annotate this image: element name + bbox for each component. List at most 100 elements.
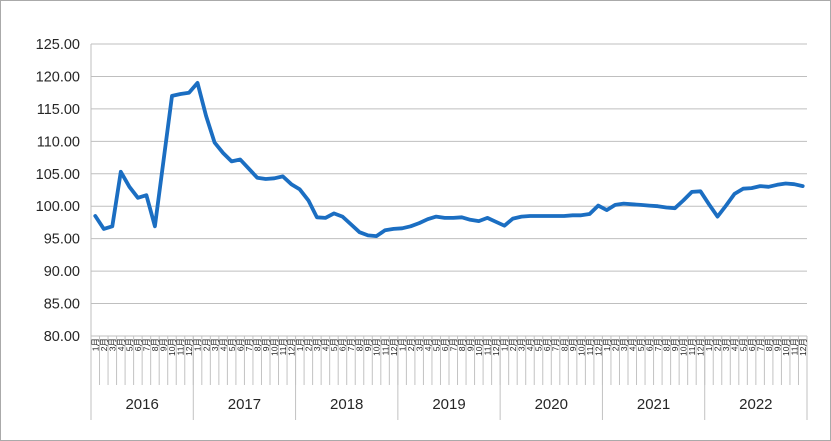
x-axis-year-label: 2021	[637, 396, 670, 413]
x-axis-year-label: 2017	[228, 396, 261, 413]
y-axis-tick-label: 120.00	[36, 69, 80, 85]
x-axis-month-label: 12月	[593, 338, 603, 356]
x-axis-month-label: 3月	[108, 338, 118, 351]
x-axis-month-label: 10月	[679, 338, 689, 356]
x-axis-month-label: 6月	[440, 338, 450, 351]
y-axis-tick-label: 95.00	[44, 232, 80, 248]
y-axis-tick-label: 90.00	[44, 264, 80, 280]
y-axis-tick-label: 85.00	[44, 297, 80, 313]
x-axis-month-label: 9月	[159, 338, 169, 351]
x-axis-month-label: 4月	[321, 338, 331, 351]
x-axis-month-label: 2月	[610, 338, 620, 351]
x-axis-month-label: 4月	[423, 338, 433, 351]
x-axis-month-label: 6月	[747, 338, 757, 351]
x-axis-month-label: 5月	[738, 338, 748, 351]
x-axis-month-label: 7月	[653, 338, 663, 351]
x-axis-month-label: 7月	[551, 338, 561, 351]
x-axis-month-label: 9月	[363, 338, 373, 351]
x-axis-month-label: 11月	[380, 338, 390, 355]
x-axis-month-label: 3月	[619, 338, 629, 351]
x-axis-month-label: 1月	[704, 338, 714, 351]
x-axis-month-label: 10月	[269, 338, 279, 356]
x-axis-month-label: 1月	[90, 338, 100, 351]
x-axis-month-label: 7月	[142, 338, 152, 351]
x-axis-month-label: 1月	[500, 338, 510, 351]
x-axis-month-label: 8月	[559, 338, 569, 351]
x-axis-month-label: 8月	[662, 338, 672, 351]
x-axis-month-label: 2月	[406, 338, 416, 351]
x-axis-month-label: 3月	[414, 338, 424, 351]
x-axis-year-label: 2020	[535, 396, 568, 413]
x-axis-month-label: 6月	[235, 338, 245, 351]
x-axis-month-label: 8月	[355, 338, 365, 351]
x-axis-month-label: 3月	[210, 338, 220, 351]
x-axis-month-label: 11月	[789, 338, 799, 355]
x-axis-year-label: 2019	[432, 396, 465, 413]
x-axis-year-label: 2016	[125, 396, 158, 413]
y-axis-tick-label: 125.00	[36, 37, 80, 53]
x-axis-month-label: 8月	[457, 338, 467, 351]
x-axis-month-label: 5月	[431, 338, 441, 351]
x-axis-month-label: 5月	[329, 338, 339, 351]
data-series-line	[93, 81, 805, 239]
x-axis-month-label: 8月	[252, 338, 262, 351]
x-axis-month-label: 8月	[150, 338, 160, 351]
x-axis-month-label: 12月	[491, 338, 501, 356]
y-axis-tick-label: 105.00	[36, 167, 80, 183]
x-axis-month-label: 1月	[602, 338, 612, 351]
x-axis-month-label: 1月	[193, 338, 203, 351]
x-axis-year-label: 2022	[739, 396, 772, 413]
x-axis-month-label: 12月	[389, 338, 399, 356]
x-axis-month-label: 4月	[218, 338, 228, 351]
x-axis-month-label: 6月	[338, 338, 348, 351]
x-axis-month-label: 6月	[645, 338, 655, 351]
x-axis-month-label: 1月	[295, 338, 305, 351]
x-axis-month-label: 4月	[525, 338, 535, 351]
x-axis-month-label: 2月	[713, 338, 723, 351]
x-axis-month-label: 2月	[508, 338, 518, 351]
x-axis-month-label: 9月	[568, 338, 578, 351]
x-axis-month-label: 2月	[99, 338, 109, 351]
x-axis-month-label: 10月	[474, 338, 484, 356]
x-axis-month-label: 11月	[585, 338, 595, 355]
x-axis-year-label: 2018	[330, 396, 363, 413]
x-axis-month-label: 5月	[227, 338, 237, 351]
y-axis-tick-label: 80.00	[44, 329, 80, 345]
x-axis-month-label: 11月	[278, 338, 288, 355]
x-axis-month-label: 7月	[448, 338, 458, 351]
x-axis-month-label: 7月	[346, 338, 356, 351]
x-axis-month-label: 4月	[730, 338, 740, 351]
y-axis-tick-label: 110.00	[37, 134, 80, 150]
x-axis-month-label: 9月	[261, 338, 271, 351]
x-axis-month-label: 9月	[670, 338, 680, 351]
x-axis-month-label: 2月	[304, 338, 314, 351]
x-axis-month-label: 4月	[116, 338, 126, 351]
x-axis-month-label: 2月	[201, 338, 211, 351]
x-axis-month-label: 4月	[627, 338, 637, 351]
x-axis-month-label: 10月	[372, 338, 382, 356]
x-axis-month-label: 3月	[312, 338, 322, 351]
x-axis-month-label: 3月	[517, 338, 527, 351]
x-axis-month-label: 3月	[721, 338, 731, 351]
x-axis-month-label: 1月	[397, 338, 407, 351]
x-axis-month-label: 5月	[125, 338, 135, 351]
y-axis-tick-label: 115.00	[37, 102, 80, 118]
x-axis-month-label: 8月	[764, 338, 774, 351]
x-axis-month-label: 9月	[466, 338, 476, 351]
x-axis-month-label: 10月	[167, 338, 177, 356]
x-axis-month-label: 5月	[534, 338, 544, 351]
x-axis-month-label: 7月	[244, 338, 254, 351]
x-axis-month-label: 7月	[755, 338, 765, 351]
x-axis-month-label: 11月	[687, 338, 697, 355]
x-axis-month-label: 5月	[636, 338, 646, 351]
x-axis-month-label: 12月	[696, 338, 706, 356]
x-axis-month-label: 12月	[798, 338, 808, 356]
x-axis-month-label: 12月	[287, 338, 297, 356]
x-axis-month-label: 11月	[176, 338, 186, 355]
x-axis-month-label: 11月	[483, 338, 493, 355]
x-axis-month-label: 6月	[133, 338, 143, 351]
x-axis-month-label: 10月	[781, 338, 791, 356]
x-axis-month-label: 10月	[576, 338, 586, 356]
